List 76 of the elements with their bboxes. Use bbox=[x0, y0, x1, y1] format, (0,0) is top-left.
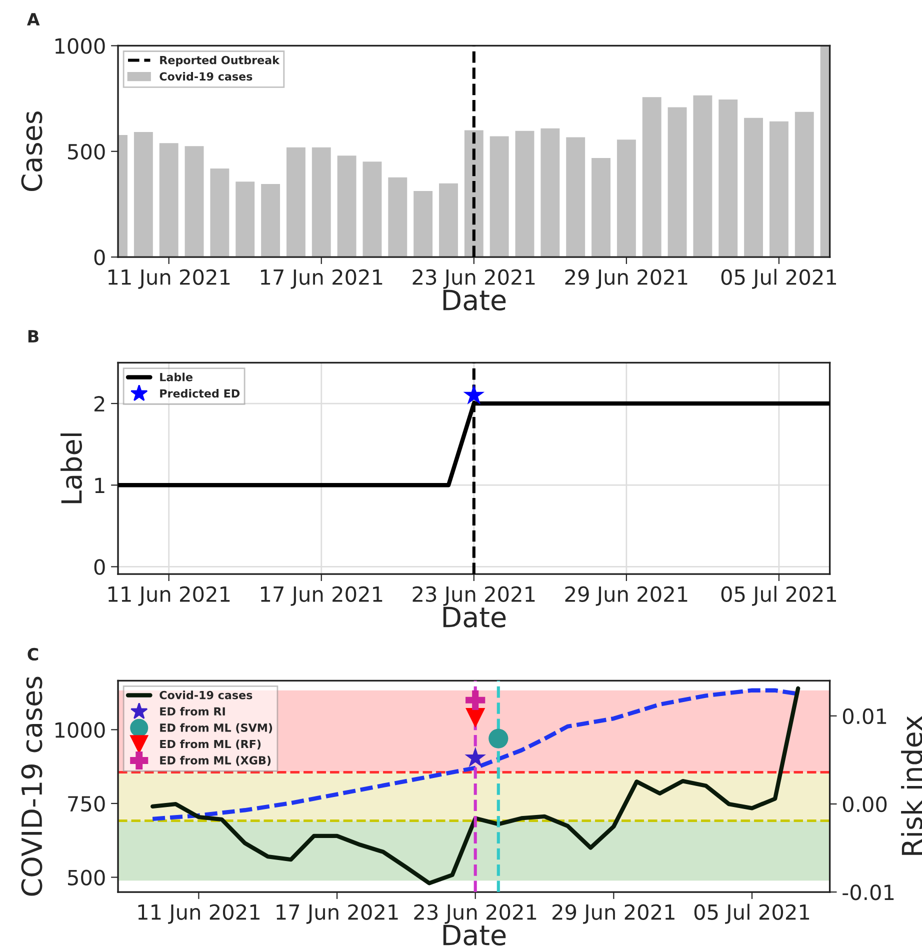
x-tick-label: 05 Jul 2021 bbox=[721, 268, 836, 289]
x-tick-label: 05 Jul 2021 bbox=[694, 904, 810, 924]
y-tick-label: 0 bbox=[94, 559, 105, 575]
bar bbox=[260, 182, 282, 258]
y-tick-label: 1000 bbox=[55, 722, 105, 738]
x-tick-label: 11 Jun 2021 bbox=[138, 904, 260, 924]
bar bbox=[666, 106, 688, 258]
bar bbox=[183, 144, 206, 258]
y-axis-title: Label bbox=[60, 434, 82, 504]
bar bbox=[285, 146, 307, 258]
legend-label: ED from ML (SVM) bbox=[160, 723, 272, 734]
text: C bbox=[28, 648, 38, 661]
bar bbox=[132, 130, 154, 258]
bar bbox=[310, 146, 332, 258]
y2-tick-label: -0.01 bbox=[842, 884, 894, 900]
bar bbox=[438, 182, 460, 258]
legend-label: Lable bbox=[160, 372, 192, 382]
bar bbox=[488, 134, 510, 258]
bar bbox=[539, 127, 562, 258]
point bbox=[466, 708, 486, 728]
line-series bbox=[150, 686, 800, 886]
y-tick-label: 750 bbox=[68, 796, 105, 812]
text: A bbox=[26, 13, 40, 26]
bar bbox=[768, 120, 790, 258]
bar bbox=[361, 160, 384, 258]
y-axis-title: COVID-19 cases bbox=[21, 676, 42, 896]
legend-label: ED from ML (XGB) bbox=[160, 756, 271, 766]
bar bbox=[692, 94, 714, 258]
bar bbox=[590, 156, 612, 258]
legend-label: Covid-19 cases bbox=[160, 72, 252, 81]
legend-label: Predicted ED bbox=[160, 389, 240, 398]
x-tick-label: 23 Jun 2021 bbox=[414, 904, 536, 924]
x-tick-label: 23 Jun 2021 bbox=[412, 269, 535, 289]
x-tick-label: 23 Jun 2021 bbox=[412, 586, 535, 606]
x-tick-label: 29 Jun 2021 bbox=[552, 904, 674, 924]
point bbox=[466, 690, 486, 710]
bar bbox=[386, 176, 409, 258]
y-tick-label: 0 bbox=[94, 249, 105, 266]
x-tick-label: 17 Jun 2021 bbox=[276, 904, 398, 924]
legend-label: ED from RI bbox=[160, 706, 225, 716]
y-tick-label: 2 bbox=[94, 396, 104, 412]
bar bbox=[158, 142, 180, 258]
y-tick-label: 1000 bbox=[55, 38, 105, 54]
bar bbox=[742, 116, 764, 258]
legend-label: ED from ML (RF) bbox=[160, 740, 261, 750]
x-tick-label: 17 Jun 2021 bbox=[261, 586, 382, 606]
point bbox=[488, 728, 508, 748]
x-axis-title: Date bbox=[443, 606, 506, 628]
bar bbox=[794, 110, 816, 258]
y-axis-title: Cases bbox=[21, 112, 42, 192]
bar bbox=[412, 190, 434, 258]
ref-line-label: Reported Outbreak bbox=[160, 56, 280, 66]
bar bbox=[564, 136, 586, 258]
y-tick-label: 500 bbox=[68, 144, 105, 160]
bar bbox=[514, 130, 536, 258]
x-tick-label: 05 Jul 2021 bbox=[721, 586, 836, 606]
bar bbox=[208, 167, 231, 258]
x-tick-label: 11 Jun 2021 bbox=[108, 586, 230, 606]
x-axis-title: Date bbox=[443, 290, 506, 311]
x-axis-title: Date bbox=[443, 924, 506, 946]
bar bbox=[234, 180, 256, 258]
y2-tick-label: 0.00 bbox=[842, 796, 887, 812]
x-tick-label: 11 Jun 2021 bbox=[108, 269, 230, 289]
text: B bbox=[28, 330, 38, 342]
bar bbox=[640, 96, 663, 258]
bar bbox=[616, 138, 638, 258]
y-tick-label: 1 bbox=[95, 478, 104, 494]
legend-label: Covid-19 cases bbox=[160, 690, 252, 700]
bar bbox=[336, 154, 358, 258]
x-tick-label: 17 Jun 2021 bbox=[261, 269, 382, 289]
x-tick-label: 29 Jun 2021 bbox=[565, 586, 688, 606]
x-tick-label: 29 Jun 2021 bbox=[565, 269, 688, 289]
point bbox=[464, 746, 486, 768]
bar bbox=[717, 98, 739, 258]
y-tick-label: 500 bbox=[68, 870, 105, 886]
y2-tick-label: 0.01 bbox=[842, 708, 886, 724]
